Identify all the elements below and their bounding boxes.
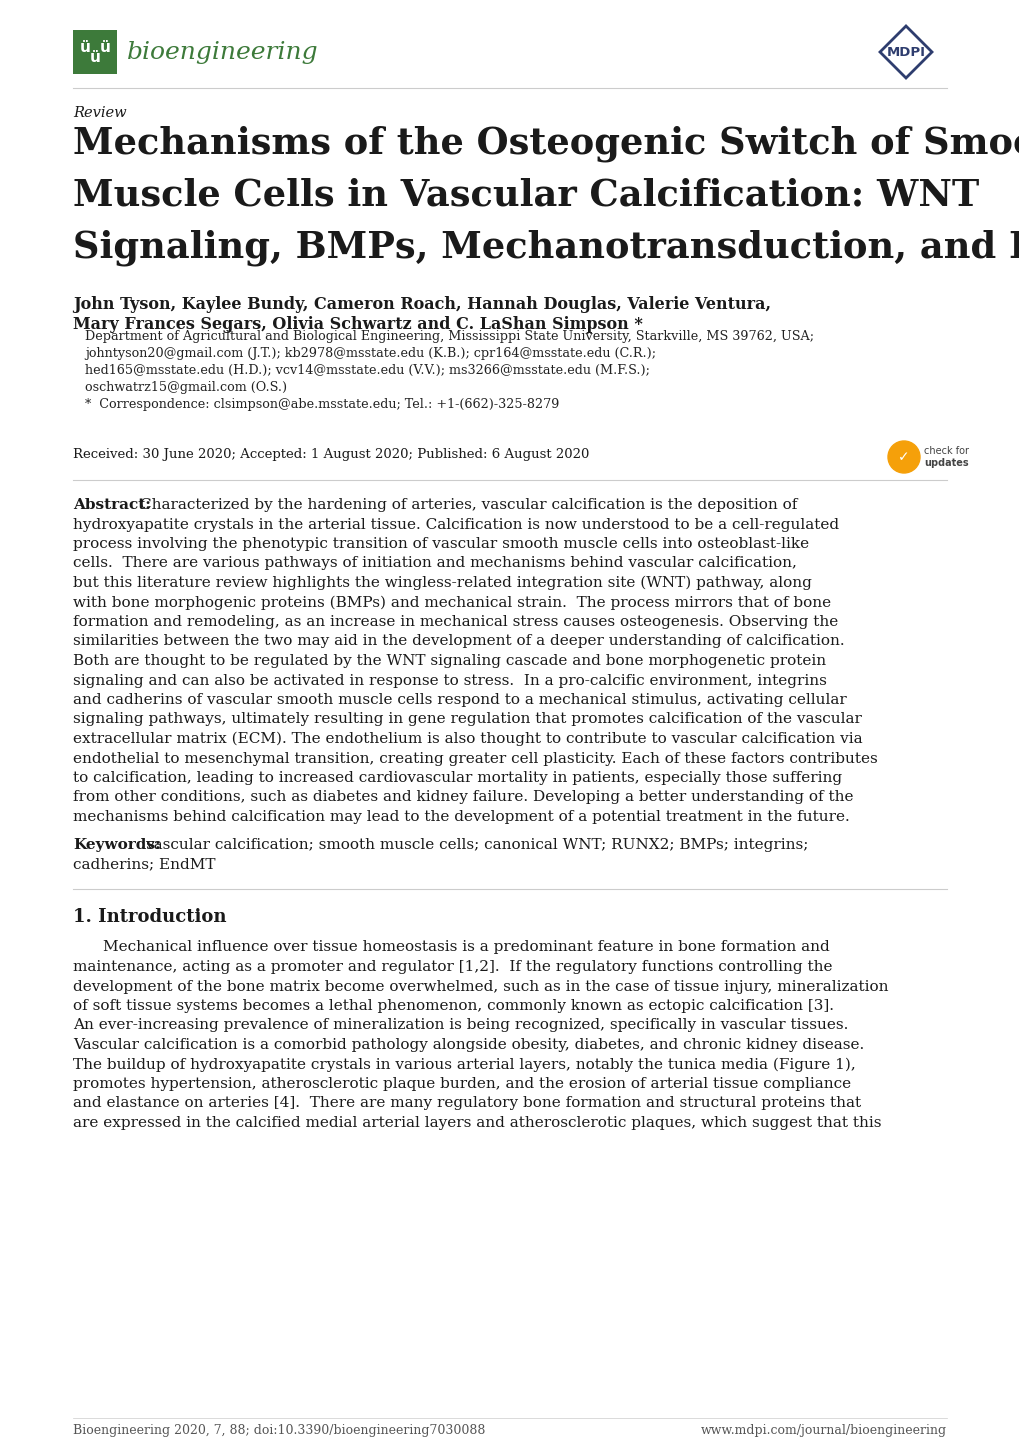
Text: formation and remodeling, as an increase in mechanical stress causes osteogenesi: formation and remodeling, as an increase… — [73, 614, 838, 629]
Text: Received: 30 June 2020; Accepted: 1 August 2020; Published: 6 August 2020: Received: 30 June 2020; Accepted: 1 Augu… — [73, 448, 589, 461]
Text: oschwatrz15@gmail.com (O.S.): oschwatrz15@gmail.com (O.S.) — [85, 381, 286, 394]
Text: endothelial to mesenchymal transition, creating greater cell plasticity. Each of: endothelial to mesenchymal transition, c… — [73, 751, 877, 766]
Text: Abstract:: Abstract: — [73, 497, 151, 512]
Text: to calcification, leading to increased cardiovascular mortality in patients, esp: to calcification, leading to increased c… — [73, 771, 842, 784]
Text: updates: updates — [923, 459, 968, 469]
Text: Department of Agricultural and Biological Engineering, Mississippi State Univers: Department of Agricultural and Biologica… — [85, 330, 813, 343]
Text: of soft tissue systems becomes a lethal phenomenon, commonly known as ectopic ca: of soft tissue systems becomes a lethal … — [73, 999, 834, 1012]
Text: signaling and can also be activated in response to stress.  In a pro-calcific en: signaling and can also be activated in r… — [73, 673, 826, 688]
Text: 1. Introduction: 1. Introduction — [73, 908, 226, 927]
Text: Signaling, BMPs, Mechanotransduction, and EndMT: Signaling, BMPs, Mechanotransduction, an… — [73, 229, 1019, 265]
Text: from other conditions, such as diabetes and kidney failure. Developing a better : from other conditions, such as diabetes … — [73, 790, 853, 805]
Text: An ever-increasing prevalence of mineralization is being recognized, specificall: An ever-increasing prevalence of mineral… — [73, 1018, 848, 1032]
FancyBboxPatch shape — [73, 30, 117, 74]
Text: ü: ü — [90, 49, 100, 65]
Text: but this literature review highlights the wingless-related integration site (WNT: but this literature review highlights th… — [73, 575, 811, 590]
Text: *  Correspondence: clsimpson@abe.msstate.edu; Tel.: +1-(662)-325-8279: * Correspondence: clsimpson@abe.msstate.… — [85, 398, 558, 411]
Text: extracellular matrix (ECM). The endothelium is also thought to contribute to vas: extracellular matrix (ECM). The endothel… — [73, 733, 862, 747]
Text: ü: ü — [79, 39, 91, 55]
Text: mechanisms behind calcification may lead to the development of a potential treat: mechanisms behind calcification may lead… — [73, 810, 849, 823]
Text: johntyson20@gmail.com (J.T.); kb2978@msstate.edu (K.B.); cpr164@msstate.edu (C.R: johntyson20@gmail.com (J.T.); kb2978@mss… — [85, 348, 655, 360]
Text: process involving the phenotypic transition of vascular smooth muscle cells into: process involving the phenotypic transit… — [73, 536, 808, 551]
Text: Keywords:: Keywords: — [73, 838, 160, 851]
Text: hydroxyapatite crystals in the arterial tissue. Calcification is now understood : hydroxyapatite crystals in the arterial … — [73, 518, 839, 532]
Text: www.mdpi.com/journal/bioengineering: www.mdpi.com/journal/bioengineering — [700, 1425, 946, 1438]
Text: with bone morphogenic proteins (BMPs) and mechanical strain.  The process mirror: with bone morphogenic proteins (BMPs) an… — [73, 596, 830, 610]
Text: Mechanical influence over tissue homeostasis is a predominant feature in bone fo: Mechanical influence over tissue homeost… — [103, 940, 828, 955]
Text: check for: check for — [923, 446, 968, 456]
Text: John Tyson, Kaylee Bundy, Cameron Roach, Hannah Douglas, Valerie Ventura,: John Tyson, Kaylee Bundy, Cameron Roach,… — [73, 296, 770, 313]
Text: development of the bone matrix become overwhelmed, such as in the case of tissue: development of the bone matrix become ov… — [73, 979, 888, 994]
Text: signaling pathways, ultimately resulting in gene regulation that promotes calcif: signaling pathways, ultimately resulting… — [73, 712, 861, 727]
Text: Both are thought to be regulated by the WNT signaling cascade and bone morphogen: Both are thought to be regulated by the … — [73, 655, 825, 668]
Text: MDPI: MDPI — [886, 46, 924, 59]
Text: Mechanisms of the Osteogenic Switch of Smooth: Mechanisms of the Osteogenic Switch of S… — [73, 125, 1019, 162]
Text: vascular calcification; smooth muscle cells; canonical WNT; RUNX2; BMPs; integri: vascular calcification; smooth muscle ce… — [145, 838, 808, 851]
Text: ü: ü — [100, 39, 110, 55]
Text: Review: Review — [73, 107, 126, 120]
Text: are expressed in the calcified medial arterial layers and atherosclerotic plaque: are expressed in the calcified medial ar… — [73, 1116, 880, 1131]
Text: bioengineering: bioengineering — [127, 40, 318, 63]
Text: ✓: ✓ — [898, 450, 909, 464]
Text: promotes hypertension, atherosclerotic plaque burden, and the erosion of arteria: promotes hypertension, atherosclerotic p… — [73, 1077, 850, 1092]
Text: Bioengineering 2020, 7, 88; doi:10.3390/bioengineering7030088: Bioengineering 2020, 7, 88; doi:10.3390/… — [73, 1425, 485, 1438]
Text: Muscle Cells in Vascular Calcification: WNT: Muscle Cells in Vascular Calcification: … — [73, 177, 978, 213]
Text: Characterized by the hardening of arteries, vascular calcification is the deposi: Characterized by the hardening of arteri… — [140, 497, 797, 512]
Text: cells.  There are various pathways of initiation and mechanisms behind vascular : cells. There are various pathways of ini… — [73, 557, 796, 571]
Text: maintenance, acting as a promoter and regulator [1,2].  If the regulatory functi: maintenance, acting as a promoter and re… — [73, 960, 832, 973]
Circle shape — [888, 441, 919, 473]
Polygon shape — [879, 26, 931, 78]
Text: The buildup of hydroxyapatite crystals in various arterial layers, notably the t: The buildup of hydroxyapatite crystals i… — [73, 1057, 855, 1071]
Text: and cadherins of vascular smooth muscle cells respond to a mechanical stimulus, : and cadherins of vascular smooth muscle … — [73, 694, 846, 707]
Text: hed165@msstate.edu (H.D.); vcv14@msstate.edu (V.V.); ms3266@msstate.edu (M.F.S.): hed165@msstate.edu (H.D.); vcv14@msstate… — [85, 363, 649, 376]
Text: and elastance on arteries [4].  There are many regulatory bone formation and str: and elastance on arteries [4]. There are… — [73, 1096, 860, 1110]
Text: cadherins; EndMT: cadherins; EndMT — [73, 857, 215, 871]
Text: similarities between the two may aid in the development of a deeper understandin: similarities between the two may aid in … — [73, 634, 844, 649]
Text: Mary Frances Segars, Olivia Schwartz and C. LaShan Simpson *: Mary Frances Segars, Olivia Schwartz and… — [73, 316, 642, 333]
Text: Vascular calcification is a comorbid pathology alongside obesity, diabetes, and : Vascular calcification is a comorbid pat… — [73, 1038, 863, 1053]
